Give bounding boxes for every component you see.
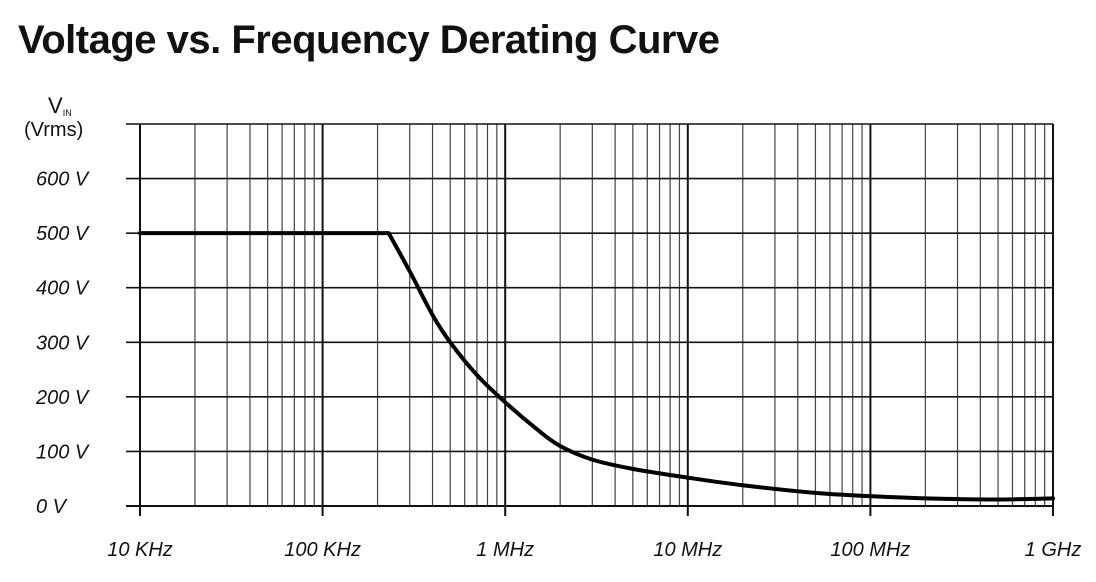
x-tick-label: 1 MHz [476,539,534,561]
y-tick-label: 200 V [35,387,90,409]
x-tick-label: 100 MHz [830,539,910,561]
y-axis-label-unit: (Vrms) [24,119,83,141]
y-tick-label: 300 V [36,332,90,354]
y-axis-label: VIN (Vrms) [24,93,83,141]
y-tick-label: 400 V [36,278,90,300]
x-tick-label: 10 MHz [653,539,722,561]
grid-major [126,123,1054,516]
series-line [138,231,1055,502]
y-tick-label: 500 V [36,223,90,245]
y-tick-label: 600 V [36,169,90,191]
y-tick-labels: 0 V 100 V 200 V 300 V 400 V 500 V 600 V [35,169,90,518]
y-tick-label: 100 V [36,441,90,463]
y-axis-label-main: VIN [48,93,72,118]
series-group [138,231,1055,502]
x-tick-label: 10 KHz [107,539,173,561]
y-tick-label: 0 V [36,496,68,518]
x-tick-label: 1 GHz [1025,539,1082,561]
y-axis-label-subscript: IN [63,108,72,118]
x-tick-labels: 10 KHz 100 KHz 1 MHz 10 MHz 100 MHz 1 GHz [107,539,1081,561]
chart-title: Voltage vs. Frequency Derating Curve [18,18,720,62]
x-tick-label: 100 KHz [284,539,361,561]
